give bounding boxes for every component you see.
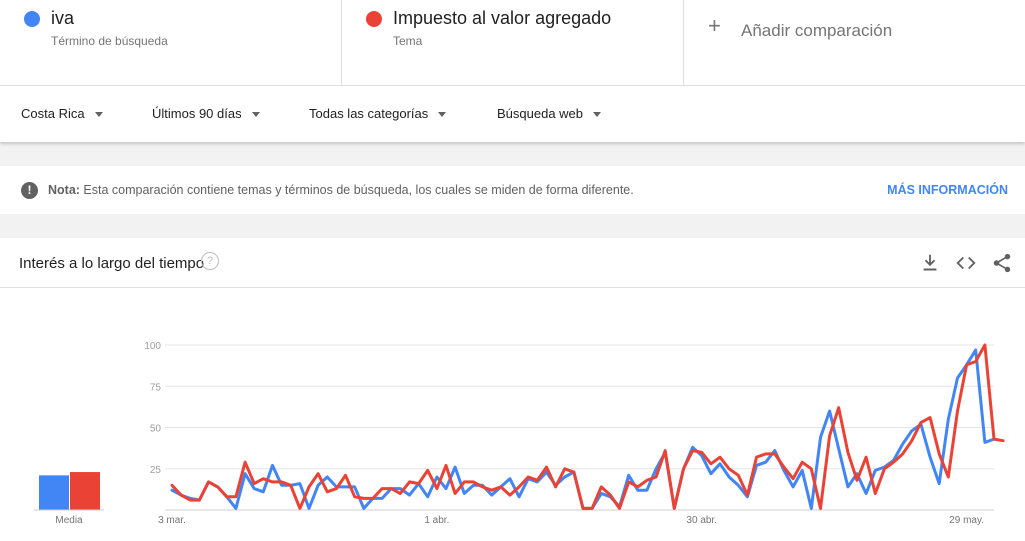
x-tick-label: 29 may. [949, 515, 984, 526]
series-line-impuesto [170, 343, 1005, 510]
y-tick-label: 100 [144, 341, 161, 352]
panel-title: Interés a lo largo del tiempo [19, 255, 205, 272]
average-bar [39, 475, 69, 510]
caret-down-icon [438, 112, 447, 118]
add-comparison-label: Añadir comparación [741, 21, 893, 40]
series-color-dot-red [366, 11, 382, 27]
caret-down-icon [251, 112, 260, 118]
add-comparison-button[interactable]: + Añadir comparación [684, 0, 1025, 85]
series-color-dot-blue [24, 11, 40, 27]
note-bar: ! Nota: Esta comparación contiene temas … [0, 166, 1025, 214]
embed-icon[interactable] [955, 252, 977, 274]
category-value: Todas las categorías [309, 106, 429, 121]
term-kind: Término de búsqueda [51, 34, 168, 48]
region-select[interactable]: Costa Rica [21, 106, 103, 121]
caret-down-icon [94, 112, 103, 118]
average-label: Media [55, 515, 83, 526]
panel-divider [0, 287, 1025, 288]
y-tick-label: 50 [150, 424, 162, 435]
note-body: Esta comparación contiene temas y términ… [79, 183, 634, 197]
info-icon: ! [21, 182, 38, 199]
search-type-value: Búsqueda web [497, 106, 584, 121]
more-info-link[interactable]: MÁS INFORMACIÓN [887, 183, 1008, 197]
help-icon[interactable]: ? [201, 252, 219, 270]
interest-over-time-panel: Interés a lo largo del tiempo ? 25 50 75 10… [0, 238, 1025, 541]
note-label: Nota: [48, 183, 80, 197]
interest-chart: 25 50 75 100 3 mar. 1 abr. 30 abr. 29 may. Media [34, 341, 1005, 526]
panel-toolbar [919, 252, 1013, 274]
series-line-iva [170, 348, 996, 510]
x-tick-label: 30 abr. [686, 515, 717, 526]
x-tick-label: 1 abr. [424, 515, 449, 526]
category-select[interactable]: Todas las categorías [309, 106, 447, 121]
search-type-select[interactable]: Búsqueda web [497, 106, 602, 121]
y-tick-label: 75 [150, 382, 162, 393]
share-icon[interactable] [991, 252, 1013, 274]
filter-bar: Costa Rica Últimos 90 días Todas las cat… [0, 86, 1025, 142]
plus-icon: + [708, 13, 721, 38]
caret-down-icon [593, 112, 602, 118]
term-card-impuesto[interactable]: Impuesto al valor agregado Tema [342, 0, 684, 85]
y-tick-label: 25 [150, 465, 162, 476]
x-tick-label: 3 mar. [158, 515, 186, 526]
comparison-header: iva Término de búsqueda Impuesto al valo… [0, 0, 1025, 86]
note-text: Nota: Esta comparación contiene temas y … [48, 183, 634, 197]
region-value: Costa Rica [21, 106, 85, 121]
term-card-iva[interactable]: iva Término de búsqueda [0, 0, 342, 85]
period-value: Últimos 90 días [152, 106, 242, 121]
download-icon[interactable] [919, 252, 941, 274]
term-name: Impuesto al valor agregado [393, 8, 612, 28]
term-kind: Tema [393, 34, 423, 48]
average-bar [70, 472, 100, 510]
period-select[interactable]: Últimos 90 días [152, 106, 260, 121]
term-name: iva [51, 8, 75, 28]
